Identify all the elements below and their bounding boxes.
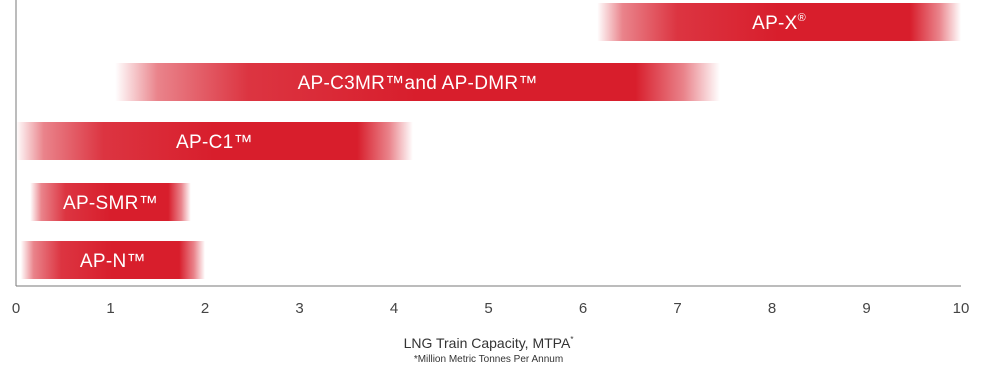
bar-ap-smr-rect [30,183,191,221]
trademark-mark: ™ [139,193,158,214]
x-tick-label: 10 [953,300,970,317]
bar-ap-n-rect [20,241,205,279]
x-tick-label: 7 [673,300,681,317]
bar-ap-c3mr-label: AP-C3MR™and AP-DMR™ [298,73,538,94]
bar-ap-c1-label: AP-C1™ [176,132,253,153]
trademark-mark: ™ [234,132,253,153]
bar-ap-x-label: AP-X® [752,12,806,34]
x-tick-label: 9 [862,300,870,317]
x-axis-title-asterisk: * [570,335,573,344]
x-tick-label: 4 [390,300,398,317]
bar-ap-n: AP-N™ [20,241,205,279]
x-tick-label: 5 [484,300,492,317]
x-axis-title-text: LNG Train Capacity, MTPA [404,335,571,351]
bar-ap-c3mr-rect [115,63,721,101]
bar-name-suffix: and AP-DMR™ [404,73,537,94]
bar-ap-c3mr: AP-C3MR™and AP-DMR™ [115,63,721,101]
trademark-mark: ™ [127,251,146,272]
bar-ap-x: AP-X® [597,3,961,41]
bar-name: AP-C3MR [298,73,386,94]
x-tick-label: 2 [201,300,209,317]
x-tick-labels: 0 1 2 3 4 5 6 7 8 9 10 [12,300,970,317]
bar-ap-n-label: AP-N™ [80,251,146,272]
x-tick-label: 3 [295,300,303,317]
bar-ap-c1: AP-C1™ [16,122,413,160]
x-axis-footnote: *Million Metric Tonnes Per Annum [414,354,563,365]
bar-name: AP-X [752,13,798,34]
x-axis-title: LNG Train Capacity, MTPA* [404,335,574,351]
trademark-mark: ® [798,12,806,24]
bar-ap-c1-rect [16,122,413,160]
x-tick-label: 6 [579,300,587,317]
bars-group: AP-X®AP-C3MR™and AP-DMR™AP-C1™AP-SMR™AP-… [16,3,961,279]
trademark-mark: ™ [385,73,404,94]
x-tick-label: 8 [768,300,776,317]
bar-ap-smr-label: AP-SMR™ [63,193,158,214]
bar-name: AP-C1 [176,132,233,153]
bar-ap-smr: AP-SMR™ [30,183,191,221]
x-tick-label: 1 [106,300,114,317]
x-tick-label: 0 [12,300,20,317]
bar-name: AP-N [80,251,127,272]
bar-name: AP-SMR [63,193,139,214]
bar-ap-x-rect [597,3,961,41]
